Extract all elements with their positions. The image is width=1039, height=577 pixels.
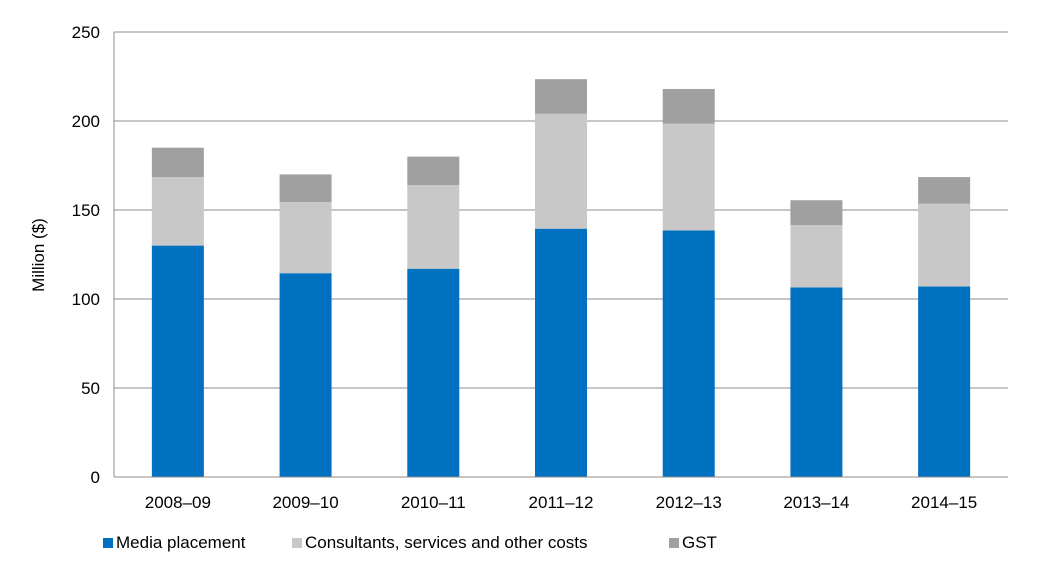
- bar-consultants-7: [918, 203, 971, 287]
- bar-media-placement-2: [279, 273, 332, 477]
- bar-consultants-6: [790, 225, 843, 288]
- x-tick-labels: 2008–09 2009–10 2010–11 2011–12 2012–13 2013–…: [145, 493, 977, 512]
- bar-media-placement-4: [535, 228, 587, 477]
- y-axis-title: Million ($): [29, 218, 48, 292]
- x-tick-label: 2011–12: [529, 493, 594, 512]
- bar-gst-5: [662, 88, 715, 124]
- legend-label: Consultants, services and other costs: [305, 533, 588, 552]
- bar-media-placement-1: [151, 245, 204, 477]
- x-tick-label: 2013–14: [783, 493, 849, 512]
- x-tick-label: 2010–11: [401, 493, 466, 512]
- bar-media-placement-3: [407, 268, 460, 477]
- legend: Media placement Consultants, services and…: [103, 533, 717, 552]
- x-tick-label: 2014–15: [911, 493, 977, 512]
- bar-gst-1: [151, 147, 204, 178]
- y-tick-label: 200: [72, 112, 100, 131]
- bar-consultants-4: [535, 113, 587, 229]
- bar-consultants-2: [279, 201, 332, 274]
- legend-label: Media placement: [116, 533, 246, 552]
- bar-consultants-5: [662, 123, 715, 231]
- y-tick-labels: 0 50 100 150 200 250: [72, 23, 100, 487]
- y-tick-label: 100: [72, 290, 100, 309]
- bar-gst-3: [407, 156, 460, 186]
- legend-swatch: [103, 538, 113, 548]
- y-tick-label: 50: [81, 379, 100, 398]
- bar-consultants-1: [151, 177, 204, 246]
- bar-gst-4: [535, 79, 587, 114]
- bar-gst-2: [279, 174, 332, 202]
- y-tick-label: 0: [91, 468, 100, 487]
- legend-label: GST: [682, 533, 717, 552]
- y-tick-label: 250: [72, 23, 100, 42]
- bar-gst-6: [790, 200, 843, 226]
- bar-gst-7: [918, 177, 971, 204]
- x-tick-label: 2012–13: [656, 493, 722, 512]
- y-tick-label: 150: [72, 201, 100, 220]
- x-tick-label: 2008–09: [145, 493, 211, 512]
- bar-consultants-3: [407, 185, 460, 269]
- x-tick-label: 2009–10: [272, 493, 338, 512]
- legend-swatch: [669, 538, 679, 548]
- axes: [113, 32, 1008, 478]
- bar-media-placement-6: [790, 287, 843, 477]
- bars: [151, 79, 971, 477]
- bar-media-placement-7: [918, 286, 971, 477]
- bar-media-placement-5: [662, 230, 715, 477]
- legend-swatch: [292, 538, 302, 548]
